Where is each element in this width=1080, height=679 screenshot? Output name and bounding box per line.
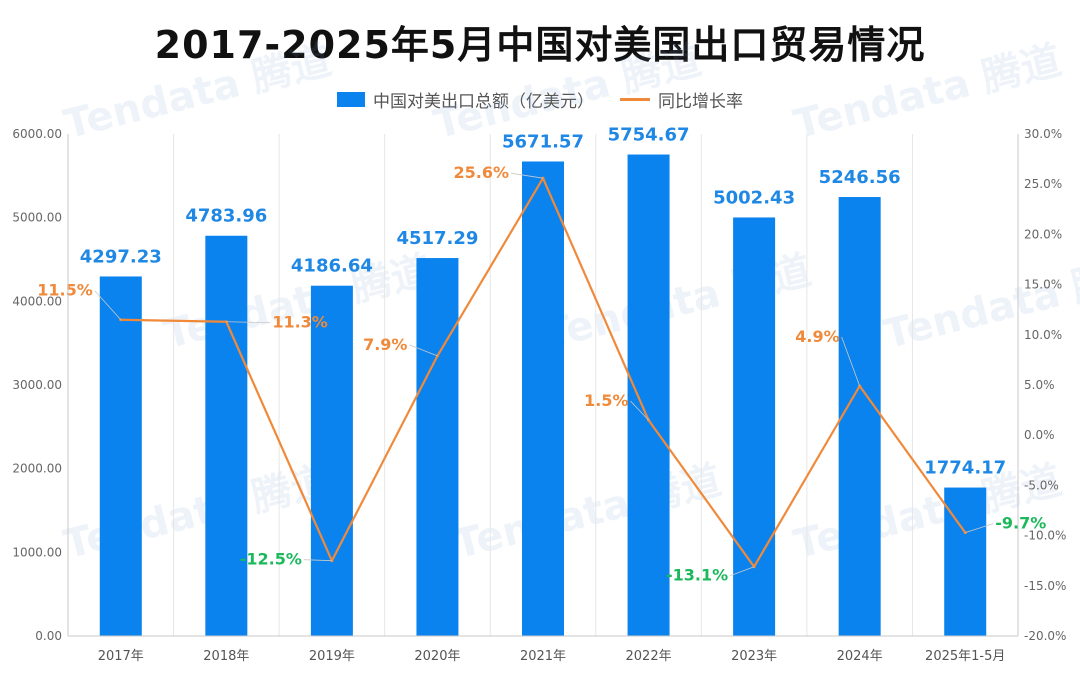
bar bbox=[522, 161, 564, 636]
y-right-tick-label: -15.0% bbox=[1024, 579, 1066, 593]
line-label-leader bbox=[94, 290, 122, 321]
line-label-leader bbox=[303, 559, 332, 562]
bar-value-label: 5754.67 bbox=[608, 125, 690, 146]
y-left-tick-label: 1000.00 bbox=[12, 545, 62, 559]
bar-value-label: 4186.64 bbox=[291, 256, 373, 277]
bar bbox=[310, 285, 353, 636]
y-left-tick-label: 4000.00 bbox=[12, 294, 62, 308]
bar bbox=[99, 276, 142, 636]
growth-rate-label: -9.7% bbox=[995, 514, 1046, 533]
x-tick-label: 2025年1-5月 bbox=[925, 649, 1005, 664]
y-left-tick-label: 3000.00 bbox=[12, 378, 62, 392]
growth-rate-label: 4.9% bbox=[795, 327, 839, 346]
line-label-leader bbox=[226, 321, 271, 324]
bar-value-label: 4297.23 bbox=[80, 246, 162, 267]
bar bbox=[944, 487, 987, 636]
line-label-leader bbox=[841, 336, 861, 387]
x-tick-label: 2024年 bbox=[837, 649, 883, 664]
line-label-leader bbox=[409, 344, 438, 357]
legend-line-swatch bbox=[620, 97, 650, 101]
y-right-tick-label: 20.0% bbox=[1024, 227, 1062, 241]
x-tick-label: 2022年 bbox=[626, 649, 672, 664]
bar-value-label: 5002.43 bbox=[713, 187, 795, 208]
bar bbox=[416, 258, 459, 636]
x-tick-label: 2018年 bbox=[203, 649, 249, 664]
bar-value-label: 4517.29 bbox=[396, 228, 478, 249]
y-right-tick-label: -5.0% bbox=[1024, 478, 1059, 492]
x-tick-label: 2017年 bbox=[98, 649, 144, 664]
bar bbox=[627, 154, 670, 636]
growth-rate-label: 11.5% bbox=[37, 281, 93, 300]
y-left-tick-label: 0.00 bbox=[35, 629, 62, 643]
bar bbox=[838, 197, 881, 636]
legend-bar-swatch bbox=[337, 91, 365, 107]
x-tick-label: 2021年 bbox=[520, 649, 566, 664]
y-left-tick-label: 2000.00 bbox=[12, 462, 62, 476]
legend-item-line[interactable]: 同比增长率 bbox=[620, 87, 743, 112]
growth-rate-label: -12.5% bbox=[240, 550, 302, 569]
growth-rate-label: -13.1% bbox=[666, 566, 728, 585]
y-right-tick-label: 0.0% bbox=[1024, 428, 1055, 442]
y-right-tick-label: 15.0% bbox=[1024, 278, 1062, 292]
y-right-tick-label: 30.0% bbox=[1024, 127, 1062, 141]
growth-rate-label: 11.3% bbox=[272, 313, 328, 332]
growth-rate-label: 7.9% bbox=[363, 335, 407, 354]
y-right-tick-label: 10.0% bbox=[1024, 328, 1062, 342]
bar-value-label: 4783.96 bbox=[185, 206, 267, 227]
line-label-leader bbox=[965, 523, 994, 533]
y-right-tick-label: -20.0% bbox=[1024, 629, 1066, 643]
line-label-leader bbox=[729, 566, 755, 577]
chart-legend: 中国对美出口总额（亿美元） 同比增长率 bbox=[0, 87, 1080, 112]
bar-value-label: 5671.57 bbox=[502, 131, 584, 152]
growth-rate-label: 25.6% bbox=[453, 163, 509, 182]
line-label-leader bbox=[510, 172, 544, 179]
bar bbox=[205, 235, 248, 637]
y-left-tick-label: 5000.00 bbox=[12, 211, 62, 225]
y-left-tick-label: 6000.00 bbox=[12, 127, 62, 141]
bar-value-label: 1774.17 bbox=[924, 458, 1006, 479]
chart-title: 2017-2025年5月中国对美国出口贸易情况 bbox=[154, 23, 926, 67]
x-tick-label: 2023年 bbox=[731, 649, 777, 664]
y-right-tick-label: 5.0% bbox=[1024, 378, 1055, 392]
data-labels: 4297.23 4783.96 4186.64 4517.29 5671.57 5754.… bbox=[37, 125, 1046, 585]
line-label-leader bbox=[630, 400, 649, 421]
legend-item-bar[interactable]: 中国对美出口总额（亿美元） bbox=[337, 87, 594, 112]
bar bbox=[733, 217, 776, 636]
legend-bar-label: 中国对美出口总额（亿美元） bbox=[373, 91, 594, 112]
legend-line-label: 同比增长率 bbox=[658, 91, 743, 112]
x-tick-label: 2020年 bbox=[414, 649, 460, 664]
y-right-tick-label: -10.0% bbox=[1024, 529, 1066, 543]
axes: 0.00 1000.00 2000.00 3000.00 4000.00 5000.00 6… bbox=[12, 127, 1066, 664]
bar-series bbox=[99, 154, 987, 637]
x-tick-label: 2019年 bbox=[309, 649, 355, 664]
bar-value-label: 5246.56 bbox=[819, 167, 901, 188]
y-right-tick-label: 25.0% bbox=[1024, 177, 1062, 191]
growth-rate-label: 1.5% bbox=[584, 391, 628, 410]
